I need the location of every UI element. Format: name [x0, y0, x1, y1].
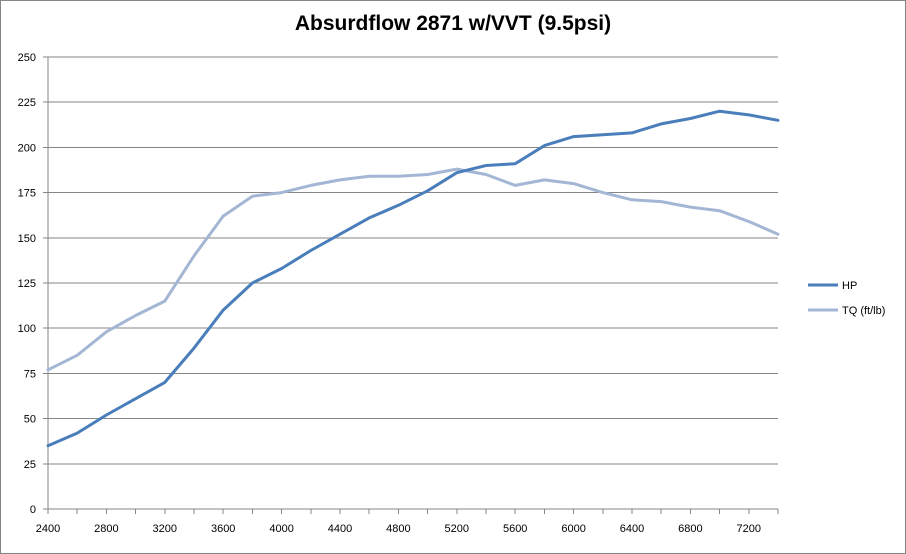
x-tick-label: 4400 — [328, 523, 352, 535]
x-tick-label: 6800 — [678, 523, 702, 535]
y-tick-label: 50 — [24, 414, 36, 426]
x-tick-label: 2800 — [94, 523, 118, 535]
x-tick-label: 6400 — [620, 523, 644, 535]
x-tick-label: 5200 — [445, 523, 469, 535]
x-tick-label: 4800 — [386, 523, 410, 535]
y-tick-label: 0 — [30, 504, 36, 516]
x-tick-label: 6000 — [561, 523, 585, 535]
y-tick-label: 150 — [18, 233, 36, 245]
x-tick-label: 7200 — [737, 523, 761, 535]
y-tick-label: 225 — [18, 97, 36, 109]
chart-title: Absurdflow 2871 w/VVT (9.5psi) — [294, 12, 612, 35]
y-tick-label: 200 — [18, 142, 36, 154]
y-tick-label: 250 — [18, 52, 36, 64]
series-line-hp — [46, 109, 780, 448]
y-tick-label: 125 — [18, 278, 36, 290]
x-tick-label: 2400 — [36, 523, 60, 535]
y-tick-label: 25 — [24, 459, 36, 471]
x-tick-label: 4000 — [269, 523, 293, 535]
y-tick-label: 75 — [24, 368, 36, 380]
y-tick-label: 175 — [18, 188, 36, 200]
series-line-tq-ft-lb — [46, 167, 780, 372]
x-tick-label: 3600 — [211, 523, 235, 535]
legend-label: TQ (ft/lb) — [842, 305, 885, 317]
x-tick-label: 5600 — [503, 523, 527, 535]
y-tick-label: 100 — [18, 323, 36, 335]
x-tick-label: 3200 — [153, 523, 177, 535]
legend-label: HP — [842, 280, 857, 292]
